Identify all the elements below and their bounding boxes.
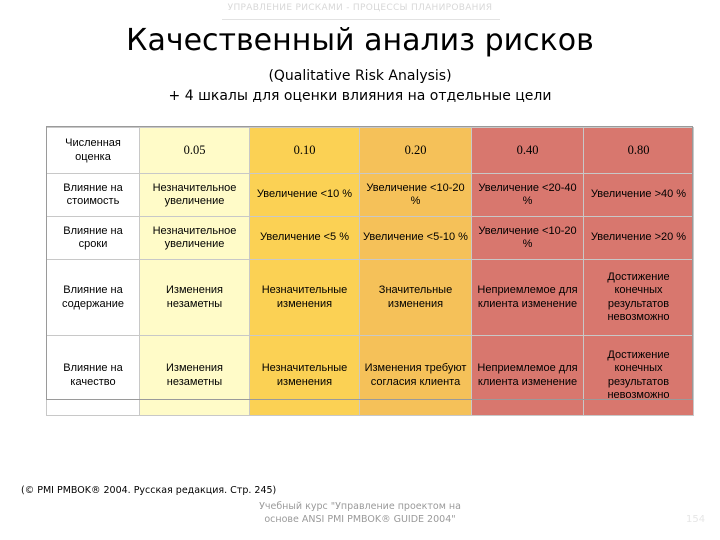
- header-cell-numeric-score: Численная оценка: [46, 127, 140, 174]
- course-footer: Учебный курс "Управление проектом на осн…: [220, 500, 500, 526]
- table-row-schedule: Влияние на сроки Незначительное увеличен…: [46, 216, 694, 260]
- footer-line: Учебный курс "Управление проектом на: [259, 501, 461, 512]
- table-cell: Достижение конечных результатов невозмож…: [583, 259, 694, 336]
- header-cell-score: 0.05: [139, 127, 250, 174]
- table-header-row: Численная оценка 0.05 0.10 0.20 0.40 0.8…: [46, 127, 694, 174]
- header-cell-score: 0.10: [249, 127, 360, 174]
- table-cell: Увеличение <10-20 %: [471, 216, 584, 260]
- table-cell: Увеличение <5 %: [249, 216, 360, 260]
- table-cell: Увеличение <10-20 %: [359, 173, 472, 217]
- row-label-cost: Влияние на стоимость: [46, 173, 140, 217]
- risk-impact-scale-table: Численная оценка 0.05 0.10 0.20 0.40 0.8…: [46, 127, 694, 416]
- table-cell: Значительные изменения: [359, 259, 472, 336]
- table-cell: Изменения незаметны: [139, 335, 250, 416]
- table-cell: Увеличение <20-40 %: [471, 173, 584, 217]
- table-cell: Достижение конечных результатов невозмож…: [583, 335, 694, 416]
- table-cell: Изменения незаметны: [139, 259, 250, 336]
- table-cell: Увеличение >40 %: [583, 173, 694, 217]
- source-citation: (© PMI PMBOK® 2004. Русская редакция. Ст…: [21, 485, 277, 496]
- table-cell: Незначительные изменения: [249, 335, 360, 416]
- header-cell-score: 0.40: [471, 127, 584, 174]
- caption-divider: [222, 19, 500, 20]
- footer-line: основе ANSI PMI PMBOK® GUIDE 2004": [264, 514, 456, 525]
- row-label-scope: Влияние на содержание: [46, 259, 140, 336]
- table-cell: Изменения требуют согласия клиента: [359, 335, 472, 416]
- header-cell-score: 0.20: [359, 127, 472, 174]
- table-cell: Увеличение >20 %: [583, 216, 694, 260]
- table-cell: Неприемлемое для клиента изменение: [471, 335, 584, 416]
- page-number: 154: [686, 514, 706, 525]
- subtitle-english: (Qualitative Risk Analysis): [268, 68, 452, 84]
- table-cell: Увеличение <5-10 %: [359, 216, 472, 260]
- row-label-schedule: Влияние на сроки: [46, 216, 140, 260]
- table-cell: Увеличение <10 %: [249, 173, 360, 217]
- row-label-quality: Влияние на качество: [46, 335, 140, 416]
- table-cell: Незначительные изменения: [249, 259, 360, 336]
- slide-title: Качественный анализ рисков: [126, 23, 594, 58]
- slide-section-caption: УПРАВЛЕНИЕ РИСКАМИ - ПРОЦЕССЫ ПЛАНИРОВАН…: [227, 3, 493, 13]
- table-row-cost: Влияние на стоимость Незначительное увел…: [46, 173, 694, 217]
- table-cell: Неприемлемое для клиента изменение: [471, 259, 584, 336]
- table-cell: Незначительное увеличение: [139, 173, 250, 217]
- table-cell: Незначительное увеличение: [139, 216, 250, 260]
- header-cell-score: 0.80: [583, 127, 694, 174]
- table-row-scope: Влияние на содержание Изменения незаметн…: [46, 259, 694, 336]
- table-row-quality: Влияние на качество Изменения незаметны …: [46, 335, 694, 416]
- subtitle-russian: + 4 шкалы для оценки влияния на отдельны…: [168, 88, 552, 104]
